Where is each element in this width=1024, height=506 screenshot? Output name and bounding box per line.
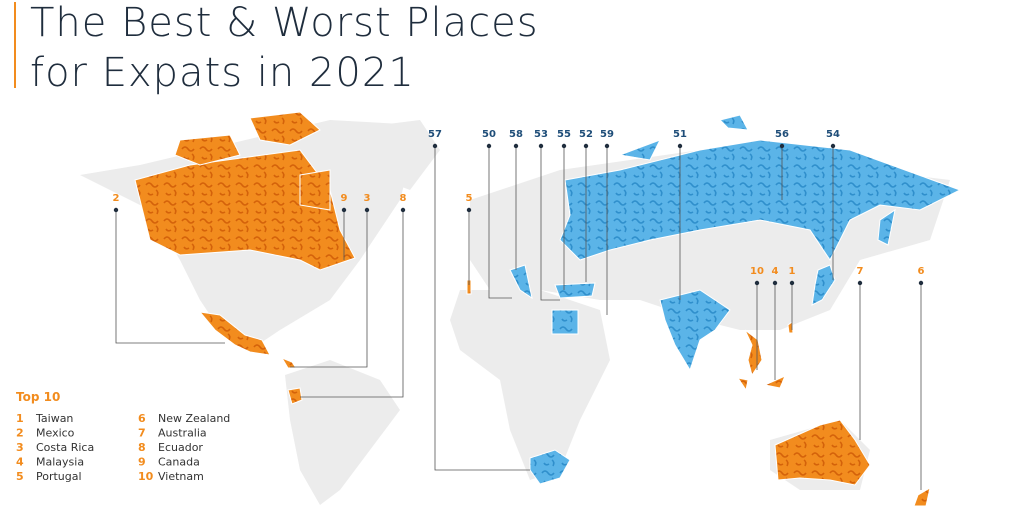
rank-label: 10 bbox=[750, 266, 764, 277]
title-bar bbox=[14, 2, 16, 88]
rank-label: 54 bbox=[826, 129, 840, 140]
title-line: The Best & Worst Places bbox=[30, 0, 539, 46]
rank-label: 53 bbox=[534, 129, 548, 140]
legend-country: Ecuador bbox=[158, 441, 203, 454]
leader-dot bbox=[432, 143, 438, 149]
leader-line bbox=[290, 210, 368, 368]
rank-label: 5 bbox=[466, 193, 473, 204]
legend-country: New Zealand bbox=[158, 412, 230, 425]
leader-line bbox=[434, 146, 530, 471]
leader-line bbox=[300, 210, 404, 398]
legend-country: Taiwan bbox=[35, 412, 73, 425]
leader-dot bbox=[341, 207, 347, 213]
rank-label: 59 bbox=[600, 129, 614, 140]
rank-label: 58 bbox=[509, 129, 523, 140]
leader-dot bbox=[677, 143, 683, 149]
map-labels: 2 9 3 8 5 10 4 1 7 6 57 50 58 53 55 52 59 51 56 54 bbox=[113, 129, 925, 490]
legend-rank: 10 bbox=[138, 470, 154, 483]
rank-label: 6 bbox=[918, 266, 925, 277]
legend-rank: 2 bbox=[16, 427, 24, 440]
legend-title: Top 10 bbox=[16, 390, 60, 404]
leader-dot bbox=[604, 143, 610, 149]
legend: Top 10 1 Taiwan 2 Mexico 3 Costa Rica 4 Malaysi… bbox=[16, 390, 230, 483]
leader-dot bbox=[583, 143, 589, 149]
legend-country: Australia bbox=[158, 427, 207, 440]
leader-dot bbox=[400, 207, 406, 213]
legend-country: Canada bbox=[158, 456, 200, 469]
highlighted-countries bbox=[134, 111, 962, 506]
leader-dot bbox=[113, 207, 119, 213]
legend-rank: 8 bbox=[138, 441, 146, 454]
leader-dot bbox=[918, 280, 924, 286]
leader-dot bbox=[466, 207, 472, 213]
rank-label: 3 bbox=[364, 193, 371, 204]
legend-rank: 6 bbox=[138, 412, 146, 425]
legend-country: Vietnam bbox=[158, 470, 204, 483]
legend-rank: 1 bbox=[16, 412, 24, 425]
leader-dot bbox=[754, 280, 760, 286]
leader-dot bbox=[513, 143, 519, 149]
leader-dot bbox=[857, 280, 863, 286]
leader-dot bbox=[772, 280, 778, 286]
rank-label: 56 bbox=[775, 129, 789, 140]
leader-dot bbox=[538, 143, 544, 149]
legend-country: Costa Rica bbox=[36, 441, 94, 454]
leader-line bbox=[115, 210, 225, 344]
leader-dot bbox=[364, 207, 370, 213]
legend-rank: 9 bbox=[138, 456, 146, 469]
rank-label: 4 bbox=[772, 266, 779, 277]
legend-country: Portugal bbox=[36, 470, 82, 483]
legend-country: Malaysia bbox=[36, 456, 84, 469]
rank-label: 7 bbox=[857, 266, 864, 277]
leader-dot bbox=[779, 143, 785, 149]
rank-label: 8 bbox=[400, 193, 407, 204]
legend-rank: 5 bbox=[16, 470, 24, 483]
rank-label: 57 bbox=[428, 129, 442, 140]
legend-country: Mexico bbox=[36, 427, 75, 440]
title-line: for Expats in 2021 bbox=[30, 50, 415, 96]
legend-rank: 4 bbox=[16, 456, 24, 469]
legend-rank: 7 bbox=[138, 427, 146, 440]
rank-label: 51 bbox=[673, 129, 687, 140]
leader-line bbox=[488, 146, 512, 299]
rank-label: 1 bbox=[789, 266, 796, 277]
legend-rank: 3 bbox=[16, 441, 24, 454]
rank-label: 2 bbox=[113, 193, 120, 204]
rank-label: 9 bbox=[341, 193, 348, 204]
leader-dot bbox=[561, 143, 567, 149]
leader-dot bbox=[830, 143, 836, 149]
rank-label: 50 bbox=[482, 129, 496, 140]
leader-dot bbox=[789, 280, 795, 286]
leader-line bbox=[540, 146, 560, 301]
rank-label: 55 bbox=[557, 129, 571, 140]
rank-label: 52 bbox=[579, 129, 593, 140]
leader-dot bbox=[486, 143, 492, 149]
